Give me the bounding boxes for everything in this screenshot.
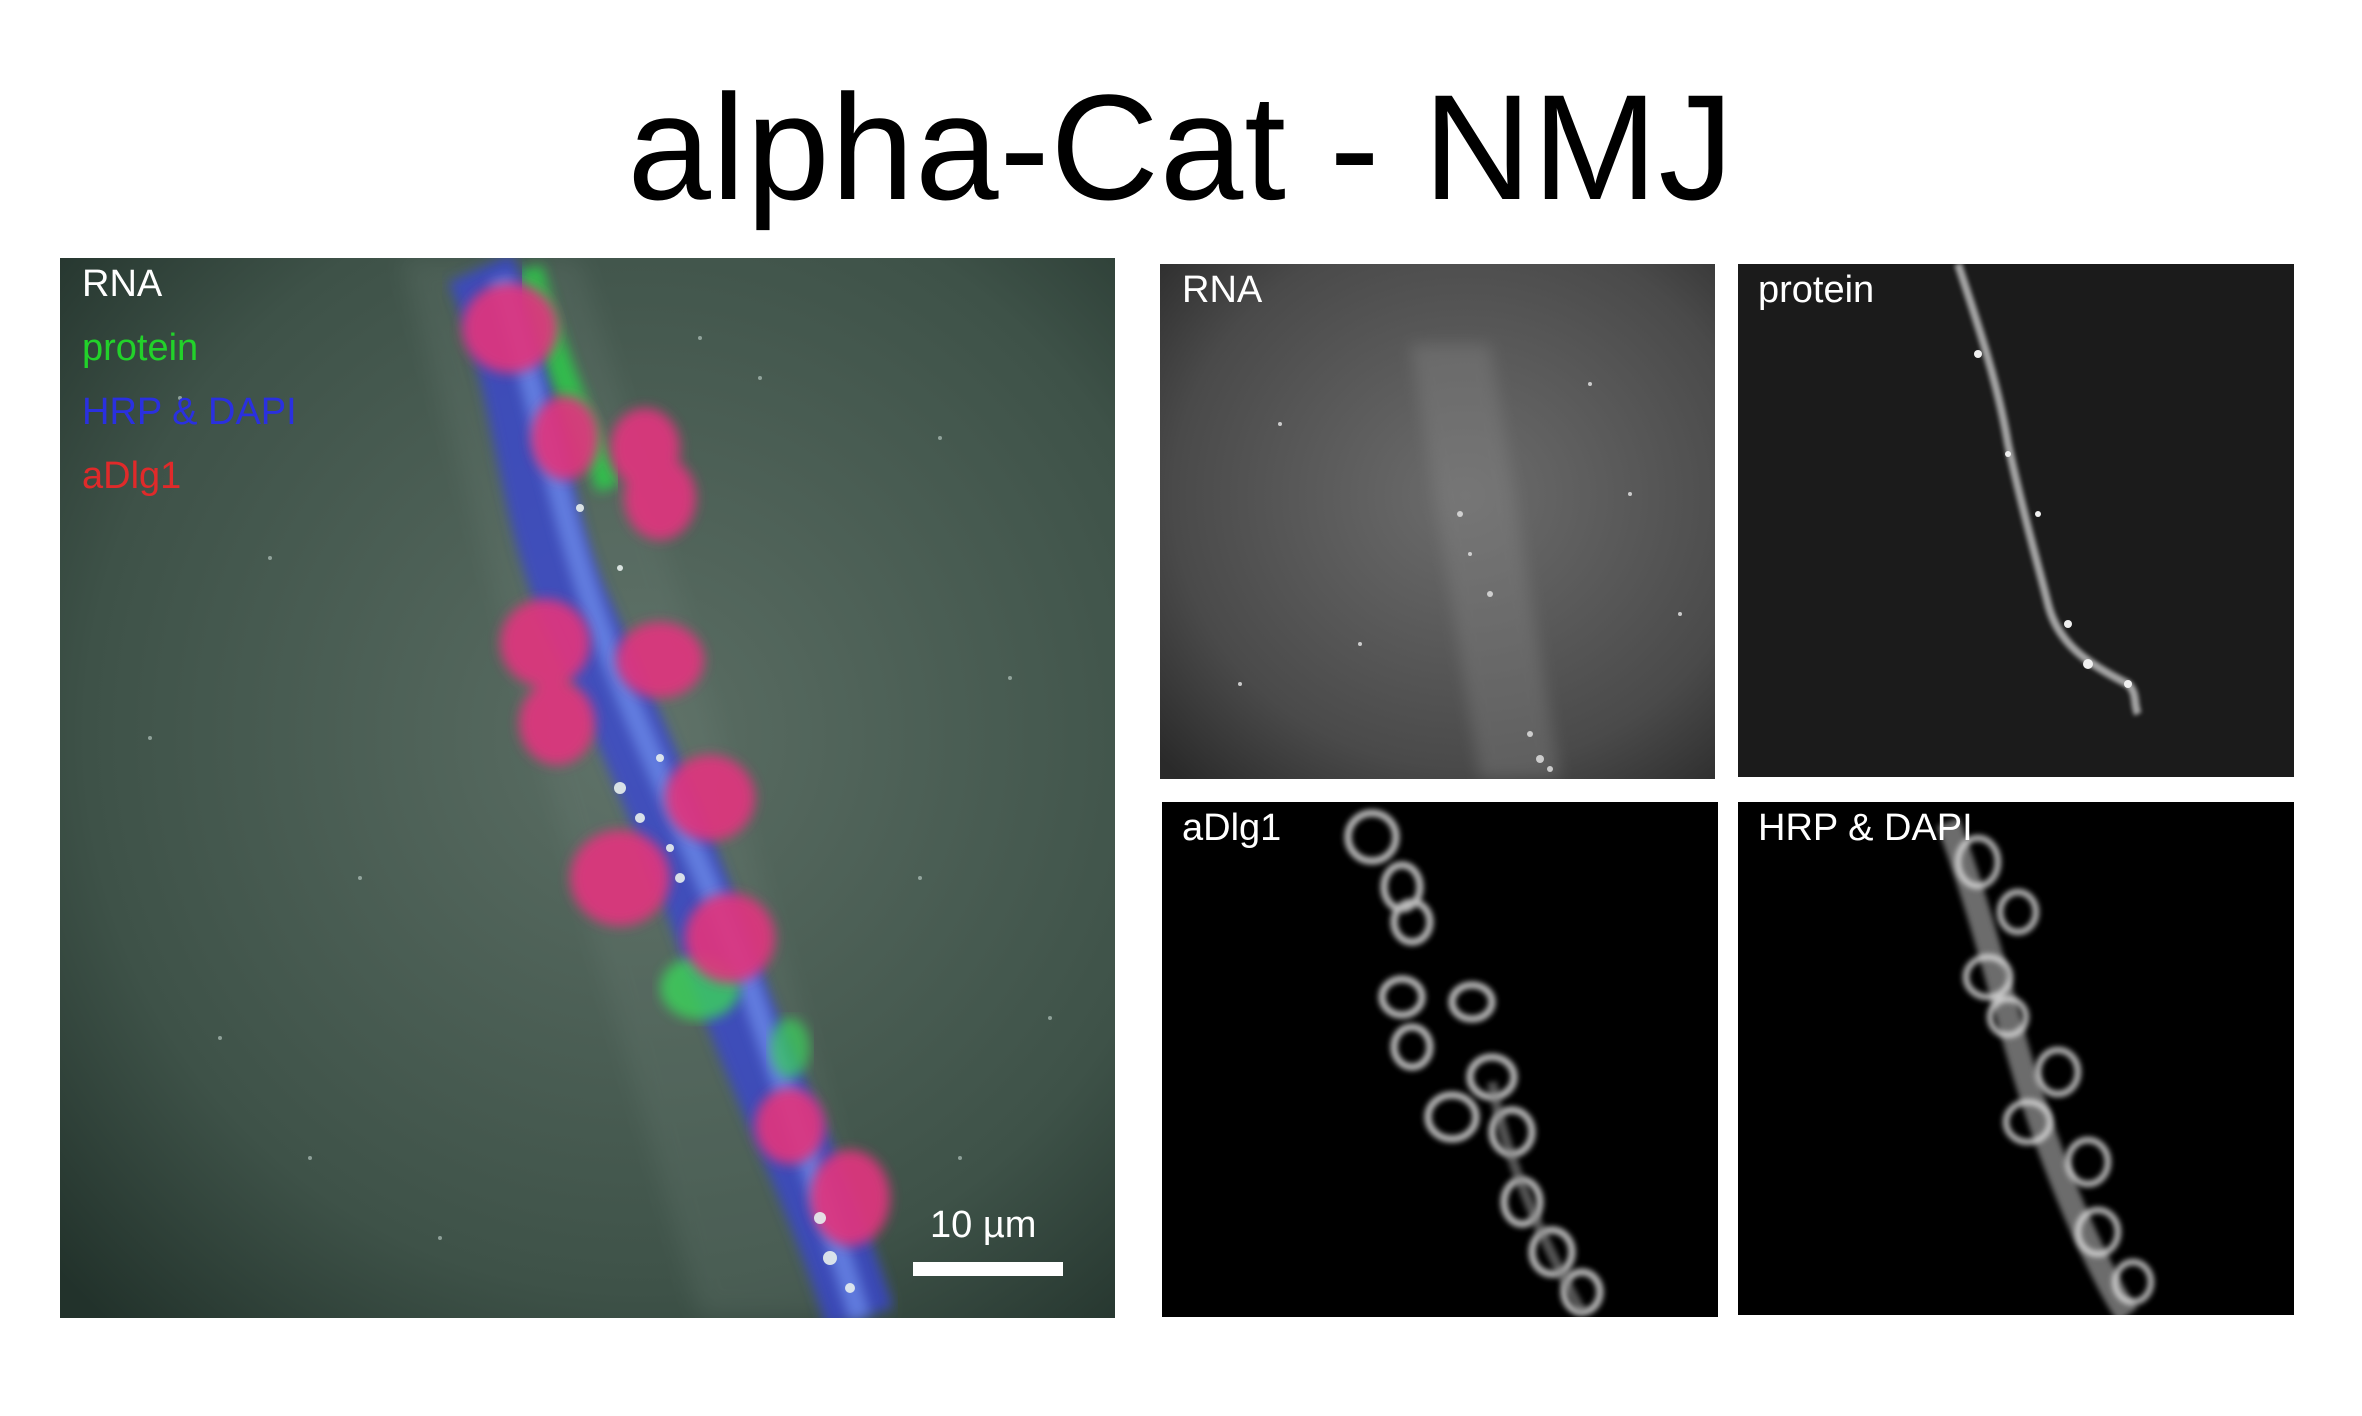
protein-channel-label: protein (1758, 268, 1874, 312)
adlg1-channel-image (1162, 802, 1718, 1317)
scale-bar-label: 10 µm (930, 1203, 1036, 1247)
legend-rna: RNA (82, 262, 162, 306)
protein-channel-panel: protein (1738, 264, 2294, 777)
adlg1-channel-label: aDlg1 (1182, 806, 1281, 850)
protein-channel-image (1738, 264, 2294, 777)
legend-hrp-dapi: HRP & DAPI (82, 390, 297, 434)
legend-adlg1: aDlg1 (82, 454, 181, 498)
rna-channel-image (1160, 264, 1715, 779)
figure-title: alpha-Cat - NMJ (0, 62, 2362, 232)
hrp-dapi-channel-image (1738, 802, 2294, 1315)
legend-protein: protein (82, 326, 198, 370)
hrp-dapi-channel-panel: HRP & DAPI (1738, 802, 2294, 1315)
rna-channel-panel: RNA (1160, 264, 1715, 779)
rna-channel-label: RNA (1182, 268, 1262, 312)
merged-image-panel: RNA protein HRP & DAPI aDlg1 (60, 258, 1115, 1318)
scale-bar (913, 1262, 1063, 1276)
hrp-dapi-channel-label: HRP & DAPI (1758, 806, 1973, 850)
adlg1-channel-panel: aDlg1 (1162, 802, 1718, 1317)
